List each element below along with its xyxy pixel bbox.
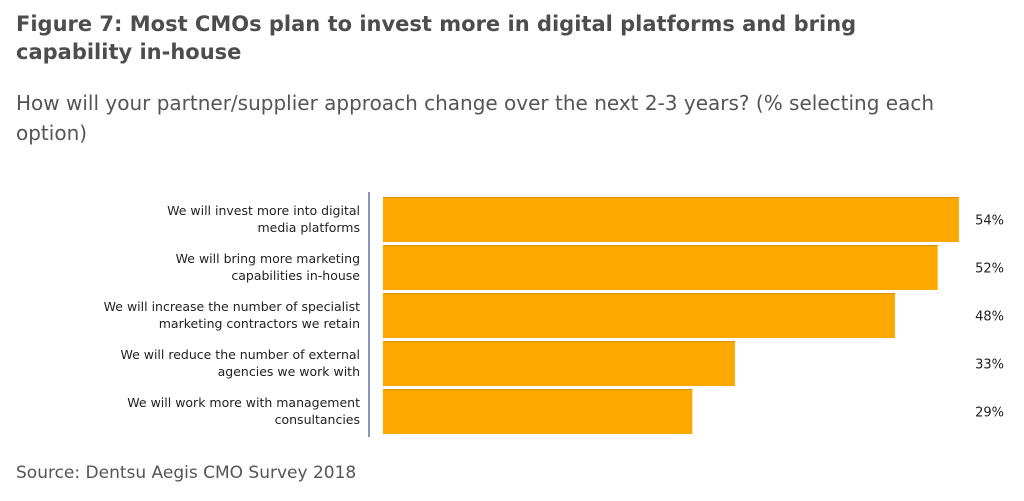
value-label: 52% (975, 262, 1004, 277)
value-label: 54% (975, 214, 1004, 229)
bars-layer (383, 197, 959, 434)
bar-3 (383, 293, 895, 338)
category-label: capabilities in-house (231, 268, 360, 283)
category-label: We will bring more marketing (176, 251, 360, 266)
value-label: 33% (975, 358, 1004, 373)
bar-4 (383, 341, 735, 386)
category-label: media platforms (257, 220, 360, 235)
value-label: 48% (975, 310, 1004, 325)
category-labels-layer: We will invest more into digital media pl… (104, 203, 361, 427)
chart-subtitle: How will your partner/supplier approach … (16, 91, 934, 145)
bar-chart: We will invest more into digital media pl… (104, 192, 1004, 437)
category-label: agencies we work with (218, 364, 360, 379)
source-note: Source: Dentsu Aegis CMO Survey 2018 (16, 463, 357, 483)
bar-5 (383, 389, 693, 434)
category-label: We will increase the number of specialis… (104, 299, 360, 314)
category-label: We will reduce the number of external (120, 347, 360, 362)
bar-1 (383, 197, 959, 242)
chart-title: Figure 7: Most CMOs plan to invest more … (16, 12, 857, 64)
category-label: consultancies (275, 412, 360, 427)
category-label: We will invest more into digital (167, 203, 360, 218)
category-label: We will work more with management (127, 395, 360, 410)
value-labels-layer: 54% 52% 48% 33% 29% (975, 214, 1004, 421)
bar-2 (383, 245, 938, 290)
value-label: 29% (975, 406, 1004, 421)
category-label: marketing contractors we retain (159, 316, 360, 331)
